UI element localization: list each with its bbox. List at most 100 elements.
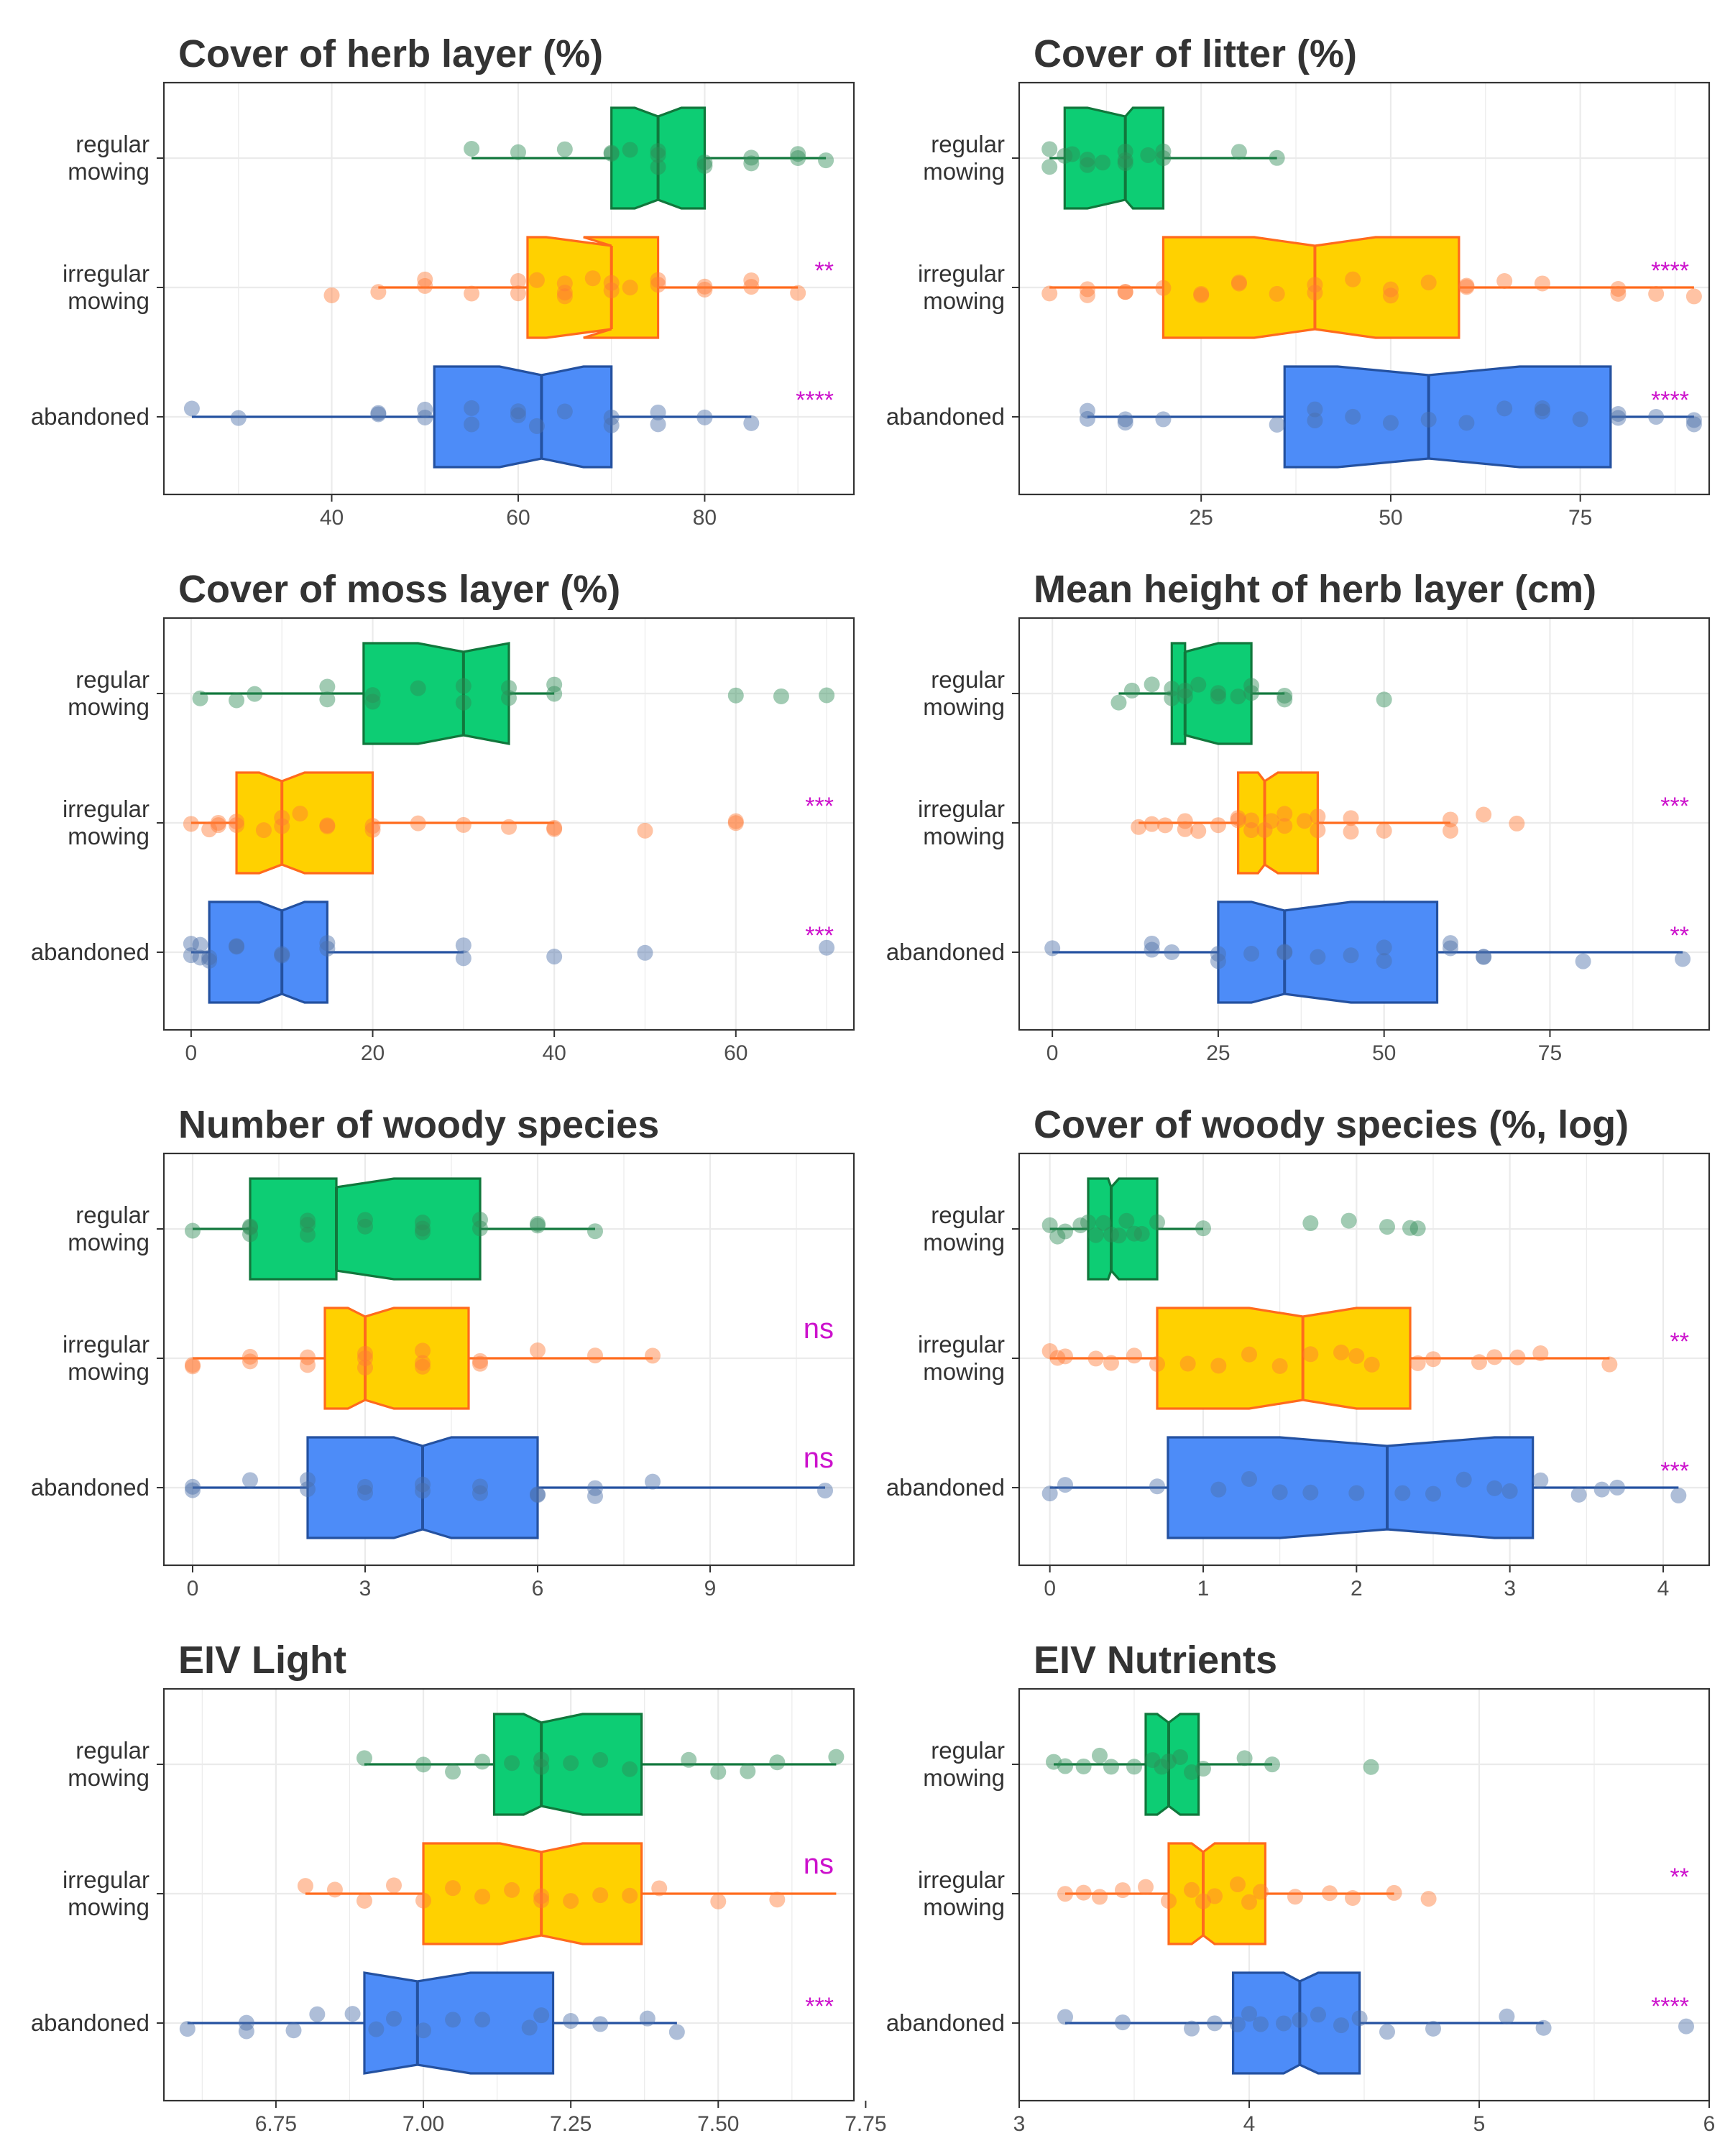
data-point-abandoned <box>344 2006 361 2022</box>
data-point-irregular <box>319 818 336 834</box>
data-point-abandoned <box>1394 1485 1411 1501</box>
data-point-abandoned <box>357 1485 373 1501</box>
data-point-abandoned <box>1535 2019 1552 2036</box>
data-point-regular <box>1117 155 1133 172</box>
data-point-regular <box>242 1220 258 1236</box>
data-point-abandoned <box>415 1476 431 1493</box>
data-point-irregular <box>417 271 433 287</box>
data-point-abandoned <box>464 416 480 433</box>
data-point-regular <box>1079 157 1095 173</box>
data-point-regular <box>504 1755 520 1772</box>
data-point-irregular <box>210 817 226 834</box>
data-point-irregular <box>274 809 290 826</box>
data-point-regular <box>1144 1752 1161 1769</box>
data-point-regular <box>622 1761 638 1777</box>
data-point-abandoned <box>455 950 472 967</box>
data-point-regular <box>415 1220 431 1237</box>
data-point-abandoned <box>1230 2016 1246 2032</box>
data-point-abandoned <box>1670 1487 1687 1503</box>
data-point-irregular <box>556 285 573 301</box>
data-point-abandoned <box>300 1481 316 1498</box>
data-point-regular <box>319 691 336 708</box>
data-point-irregular <box>1161 1893 1177 1909</box>
data-point-irregular <box>185 1357 201 1373</box>
data-point-irregular <box>1307 277 1323 293</box>
data-point-regular <box>501 680 517 696</box>
data-point-abandoned <box>370 405 387 421</box>
data-point-abandoned <box>1455 1471 1472 1488</box>
data-point-regular <box>1087 1227 1104 1243</box>
x-tick-label: 4 <box>1657 1577 1670 1600</box>
data-point-abandoned <box>546 949 563 965</box>
data-point-regular <box>1190 676 1207 693</box>
significance-label-abandoned: ns <box>804 1442 834 1474</box>
data-point-irregular <box>1157 817 1174 834</box>
data-point-abandoned <box>201 952 218 969</box>
data-point-irregular <box>1184 1881 1200 1898</box>
data-point-irregular <box>1476 806 1492 823</box>
x-tick-label: 6.75 <box>255 2112 297 2136</box>
data-point-regular <box>357 1212 373 1228</box>
data-point-irregular <box>563 1893 579 1909</box>
data-point-abandoned <box>650 416 666 433</box>
panel-title: Cover of woody species (%, log) <box>1034 1103 1629 1146</box>
data-point-abandoned <box>179 2021 196 2037</box>
data-point-irregular <box>297 1878 313 1894</box>
data-point-regular <box>1103 1759 1119 1775</box>
data-point-irregular <box>415 1892 432 1909</box>
data-point-regular <box>1243 678 1260 694</box>
data-point-irregular <box>1117 284 1133 300</box>
data-point-abandoned <box>1155 411 1172 428</box>
data-point-abandoned <box>1079 402 1095 419</box>
data-point-regular <box>818 152 834 169</box>
data-point-regular <box>229 692 245 709</box>
data-point-abandoned <box>1044 940 1061 957</box>
x-tick-label: 75 <box>1568 506 1592 530</box>
group-label-regular: regular mowing <box>923 131 1005 185</box>
data-point-irregular <box>1409 1355 1426 1371</box>
data-point-irregular <box>1420 275 1437 291</box>
data-point-irregular <box>1486 1349 1503 1365</box>
data-point-regular <box>1154 1759 1170 1775</box>
data-point-abandoned <box>229 938 245 954</box>
data-point-abandoned <box>1117 415 1133 431</box>
data-point-irregular <box>356 1892 372 1909</box>
panel-title: Cover of moss layer (%) <box>178 568 620 611</box>
data-point-irregular <box>1302 1346 1319 1363</box>
data-point-irregular <box>743 272 760 289</box>
data-point-irregular <box>584 270 601 287</box>
data-point-abandoned <box>201 949 218 966</box>
data-point-regular <box>1118 1212 1135 1229</box>
box-abandoned <box>1217 900 1439 1004</box>
x-tick-label: 25 <box>1206 1041 1230 1065</box>
data-point-irregular <box>357 1345 373 1362</box>
box-regular <box>362 642 510 745</box>
data-point-irregular <box>1382 287 1399 304</box>
data-point-irregular <box>1075 1884 1092 1901</box>
data-point-regular <box>1302 1215 1319 1232</box>
data-point-abandoned <box>603 417 620 433</box>
data-point-regular <box>1340 1212 1357 1229</box>
data-point-abandoned <box>185 1478 201 1495</box>
data-point-regular <box>1149 1214 1165 1230</box>
data-point-irregular <box>1131 819 1147 835</box>
data-point-regular <box>1177 688 1193 704</box>
data-point-regular <box>1164 690 1180 706</box>
group-label-abandoned: abandoned <box>886 403 1005 430</box>
data-point-irregular <box>364 818 381 834</box>
data-point-abandoned <box>743 415 760 431</box>
data-point-regular <box>533 1751 550 1768</box>
data-point-regular <box>563 1755 579 1772</box>
data-point-regular <box>364 687 381 704</box>
data-point-regular <box>1161 1753 1177 1769</box>
data-point-irregular <box>1386 1884 1402 1901</box>
data-point-regular <box>1110 694 1127 711</box>
x-tick-label: 3 <box>1013 2112 1026 2136</box>
data-point-irregular <box>1310 822 1326 839</box>
data-point-regular <box>410 680 426 696</box>
significance-label-irregular: ** <box>815 257 834 285</box>
data-point-regular <box>1363 1759 1379 1775</box>
data-point-regular <box>819 687 835 704</box>
data-point-abandoned <box>1307 413 1323 429</box>
data-point-regular <box>546 676 563 693</box>
